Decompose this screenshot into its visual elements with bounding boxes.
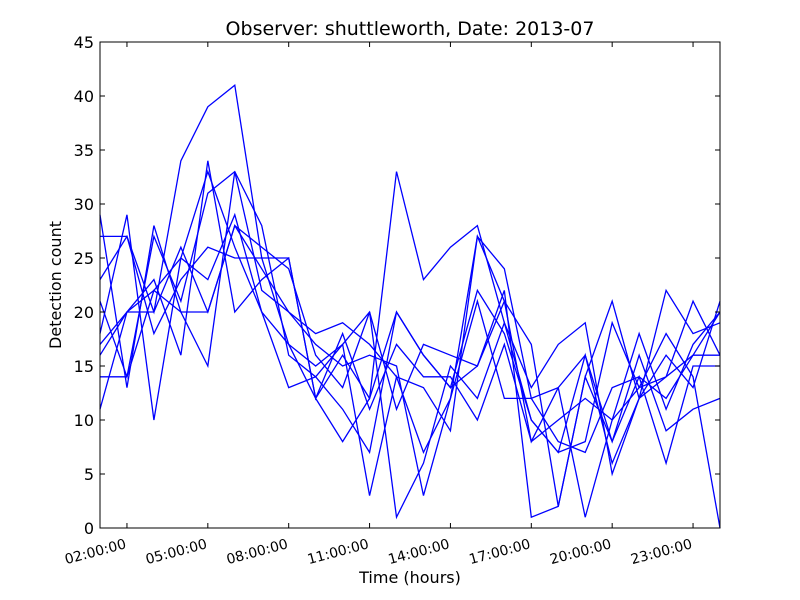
chart-title: Observer: shuttleworth, Date: 2013-07 — [226, 18, 595, 40]
y-tick-label: 20 — [74, 303, 94, 322]
x-tick-label: 17:00:00 — [467, 536, 532, 568]
series-line-6 — [99, 170, 721, 507]
series-line-8 — [100, 224, 721, 496]
x-tick-label: 08:00:00 — [225, 536, 290, 568]
series-line-7 — [100, 235, 721, 529]
x-tick-label: 05:00:00 — [144, 536, 209, 568]
y-tick-label: 10 — [74, 411, 94, 430]
y-tick-label: 45 — [74, 33, 94, 52]
y-tick-label: 15 — [74, 357, 94, 376]
x-tick-label: 14:00:00 — [387, 536, 452, 568]
y-tick-label: 5 — [84, 465, 94, 484]
series-line-2 — [99, 169, 721, 477]
x-axis-label: Time (hours) — [358, 568, 461, 587]
series-line-5 — [99, 160, 720, 519]
x-tick-label: 23:00:00 — [629, 536, 694, 568]
y-tick-label: 25 — [74, 249, 94, 268]
x-tick-label: 11:00:00 — [306, 536, 371, 568]
series-line-1 — [99, 171, 721, 518]
y-axis-label: Detection count — [46, 221, 65, 349]
x-tick-label: 20:00:00 — [548, 536, 613, 568]
y-tick-label: 35 — [74, 141, 94, 160]
y-tick-label: 0 — [84, 519, 94, 538]
series-line-9 — [99, 224, 720, 520]
y-tick-label: 40 — [74, 87, 94, 106]
series-line-4 — [99, 83, 721, 496]
y-axis: 0 5 10 15 20 25 30 35 40 45 — [74, 33, 720, 538]
x-axis: 02:00:00 05:00:00 08:00:00 11:00:00 14:00:00… — [63, 42, 694, 568]
y-tick-label: 30 — [74, 195, 94, 214]
plot-frame — [99, 41, 721, 529]
x-tick-label: 02:00:00 — [63, 536, 128, 568]
series-layer — [99, 83, 721, 529]
